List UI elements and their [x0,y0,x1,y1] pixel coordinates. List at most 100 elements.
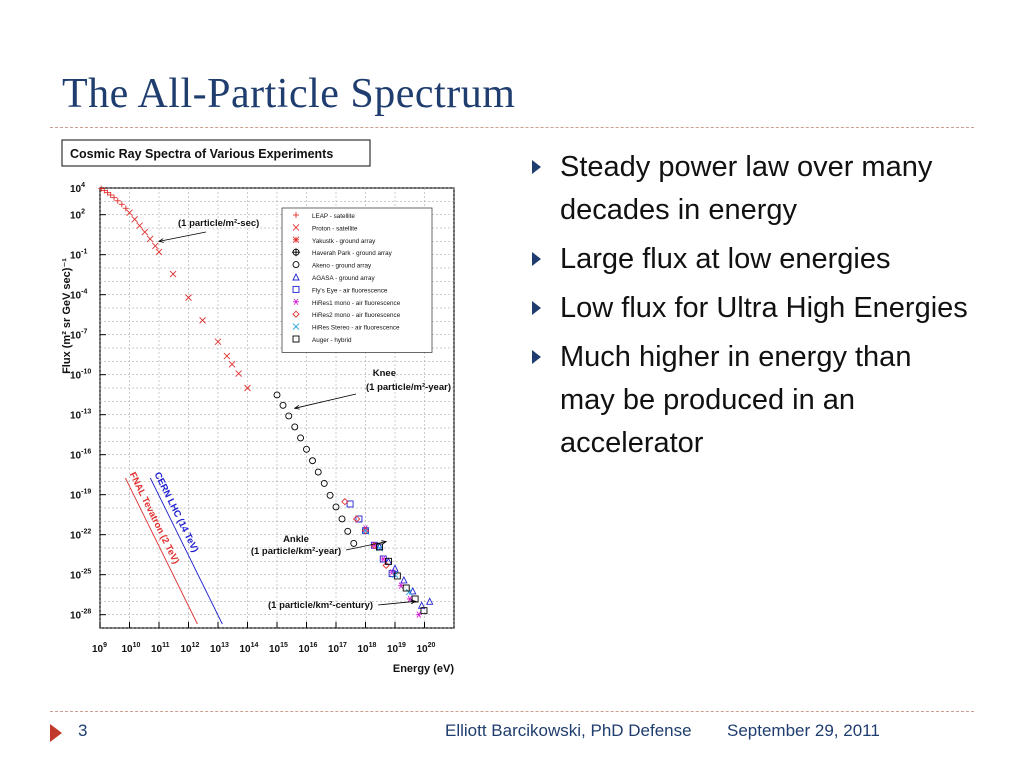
x-tick-label: 1012 [181,642,200,655]
legend-box [281,207,433,353]
legend-entry: HiRes2 mono - air fluorescence [312,312,401,319]
tick-exponent: -10 [81,369,91,376]
annotation-arrowhead [410,599,417,605]
annotation-arrow [345,541,387,551]
marker-stroke [136,222,143,229]
chart-title: Cosmic Ray Spectra of Various Experiment… [70,147,333,161]
triangle-bullet-icon [532,160,541,174]
tick-exponent: -28 [81,609,91,616]
data-point [415,611,422,618]
data-point [235,370,242,377]
data-point [344,527,352,535]
marker-stroke [320,479,328,487]
y-tick-label: 10-28 [70,609,91,622]
tick-exponent: -22 [81,529,91,536]
series-group [126,209,251,392]
tick-exponent: 19 [398,642,406,649]
tick-exponent: 2 [81,209,85,216]
tick-base: 10 [70,531,82,542]
legend-entry: Yakustk - ground array [312,238,376,245]
triangle-bullet-icon [532,350,541,364]
tick-exponent: -13 [81,409,91,416]
tick-exponent: -16 [81,449,91,456]
marker-stroke [409,586,417,595]
data-point [297,434,305,442]
marker-stroke [214,338,222,345]
y-tick-label: 10-13 [70,409,91,422]
x-tick-label: 109 [92,642,107,655]
x-tick-label: 1010 [122,642,141,655]
data-point [199,316,206,324]
x-tick-label: 1020 [417,642,436,655]
accelerator-limit-line [149,477,223,625]
marker-stroke [326,491,334,499]
footer-date: September 29, 2011 [727,721,880,740]
annotation-text: (1 particle/m²-year) [366,382,451,393]
bullet-item: Much higher in energy than may be produc… [530,336,970,465]
data-point [131,215,139,223]
tick-base: 10 [328,644,340,655]
marker-stroke [385,557,392,565]
legend-entry: Fly's Eye - air fluorescence [312,287,388,294]
data-point [362,527,369,534]
marker-stroke [363,525,368,532]
footer-divider [50,711,974,712]
legend-entry: LEAP - satellite [312,213,355,220]
data-point [214,338,222,345]
legend: LEAP - satellite Proton - satellite Yakust… [281,207,433,353]
legend-entry: Haverah Park - ground array [312,250,393,257]
marker-stroke [425,597,434,605]
marker-stroke [292,310,300,318]
data-point [425,597,434,605]
tick-base: 10 [269,644,281,655]
slide-title: The All-Particle Spectrum [62,71,516,117]
legend-marker [292,224,300,231]
y-tick-label: 104 [70,182,85,195]
bullet-list: Steady power law over many decades in en… [530,146,970,471]
data-point [101,187,108,194]
data-point [303,445,310,453]
marker-stroke [292,224,300,231]
marker-stroke [391,564,399,572]
tick-exponent: 12 [192,642,200,649]
legend-marker [292,236,300,244]
x-tick-label: 1011 [151,642,170,655]
legend-marker [292,310,300,318]
triangle-bullet-icon [532,301,541,315]
y-tick-label: 10-19 [70,489,91,502]
data-point [111,194,118,201]
tick-exponent: 14 [251,642,259,649]
tick-base: 10 [122,644,134,655]
bullet-item: Steady power law over many decades in en… [530,146,970,232]
data-point [118,201,125,208]
data-point [169,270,177,278]
annotation-text: (1 particle/km²-year) [251,546,341,557]
annotation-text: (1 particle/km²-century) [268,600,373,611]
data-point [98,185,105,192]
data-point [400,575,408,584]
data-point [417,601,426,609]
marker-stroke [273,391,281,399]
annotation-arrow [158,231,207,242]
tick-base: 10 [70,371,82,382]
tick-exponent: -7 [81,329,87,336]
annotation-arrowhead [157,238,164,243]
marker-stroke [292,323,300,330]
data-point [151,242,159,250]
x-tick-label: 1015 [269,642,288,655]
tick-exponent: -25 [81,569,91,576]
tick-base: 10 [181,644,193,655]
plot-layer: 109 1010 1011 1012 1013 1014 1015 1016 1017 1018 1… [61,182,455,675]
annotation-arrowhead [381,540,388,545]
tick-exponent: -1 [81,249,87,256]
marker-stroke [420,607,428,615]
tick-exponent: 16 [310,642,318,649]
data-point [107,191,114,198]
marker-stroke [332,503,340,511]
marker-stroke [292,261,300,269]
data-point [228,360,236,368]
marker-stroke [338,515,346,523]
marker-stroke [350,539,358,547]
tick-base: 10 [70,331,82,342]
marker-stroke [297,434,305,442]
